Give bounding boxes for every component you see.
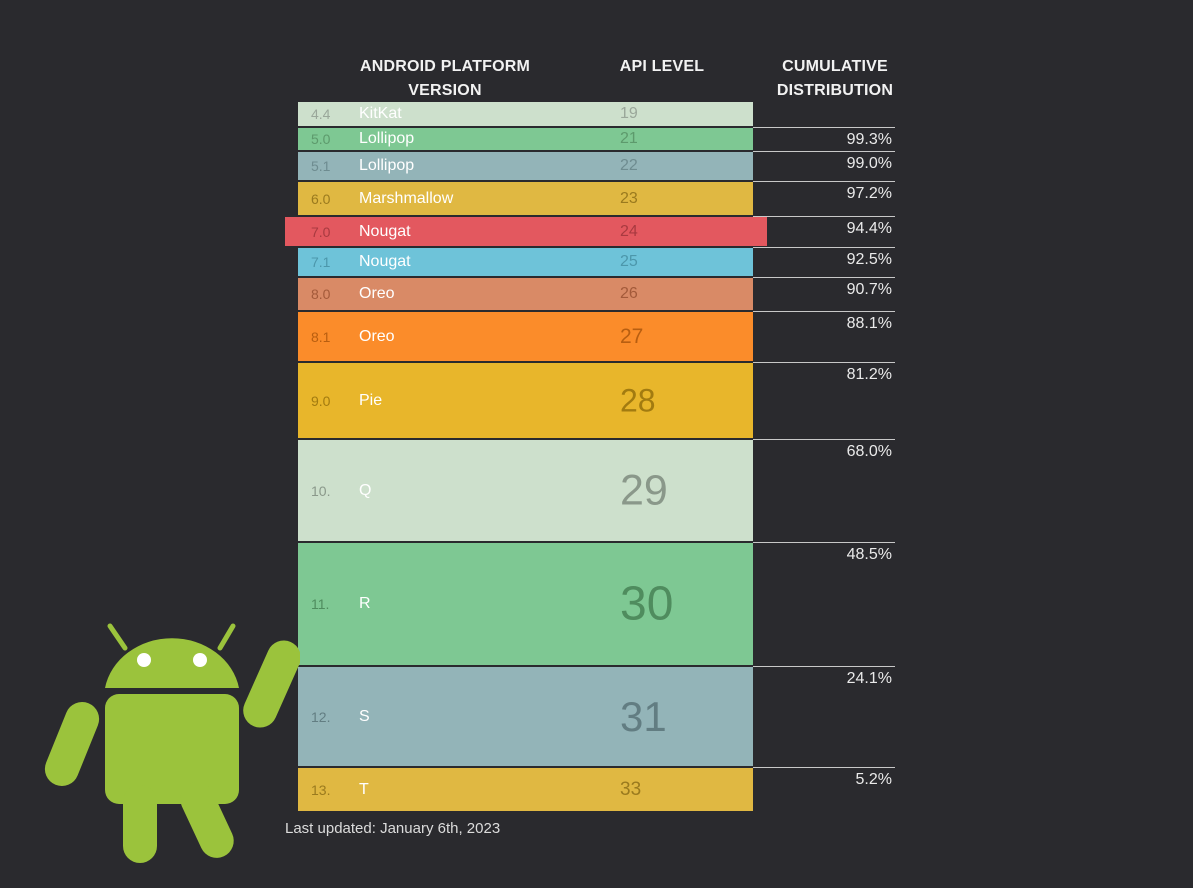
android-right-eye [193,653,207,667]
version-name: Nougat [359,222,411,240]
cumulative-value: 97.2% [846,185,892,202]
cumulative-value: 99.3% [846,131,892,148]
version-band-8-0: 8.0 Oreo 26 [298,278,753,310]
api-level-value: 19 [620,105,638,122]
android-robot-icon [44,623,300,863]
cumulative-divider [753,127,895,128]
version-number: 5.1 [311,158,331,174]
platform-version-header: ANDROID PLATFORM VERSION [340,55,550,103]
cumulative-value: 48.5% [846,546,892,563]
platform-header-line1: ANDROID PLATFORM [360,58,530,75]
version-name: KitKat [359,105,402,122]
api-level-header: API LEVEL [619,58,705,75]
api-level-value: 25 [620,253,638,270]
version-band-5-0: 5.0 Lollipop 21 [298,128,753,150]
api-level-value: 28 [620,382,656,418]
version-name: T [359,780,369,798]
cumulative-divider [753,181,895,182]
api-level-value: 24 [620,222,638,240]
version-band-8-1: 8.1 Oreo 27 [298,312,753,361]
cumulative-divider [753,439,895,440]
api-level-value: 26 [620,285,638,302]
cumulative-divider [753,151,895,152]
version-band-6-0: 6.0 Marshmallow 23 [298,182,753,215]
api-level-value: 29 [620,466,668,514]
version-number: 13. [311,781,331,798]
cumulative-value: 99.0% [846,155,892,172]
platform-header-line2: VERSION [408,82,482,99]
version-number: 10. [311,482,331,499]
version-number: 7.1 [311,254,331,270]
cumulative-value: 94.4% [846,220,892,237]
version-name: Pie [359,391,383,409]
android-robot-body [44,623,300,863]
cumulative-value: 92.5% [846,251,892,268]
version-band-4-4: 4.4 KitKat 19 [298,102,753,126]
version-band-11: 11. R 30 [298,543,753,665]
version-name: Lollipop [359,130,415,147]
cumulative-divider [753,362,895,363]
version-band-7-1: 7.1 Nougat 25 [298,248,753,276]
api-level-value: 22 [620,157,638,174]
version-number: 8.1 [311,328,331,345]
version-band-5-1: 5.1 Lollipop 22 [298,152,753,180]
cumulative-header-line2: DISTRIBUTION [776,82,894,99]
version-name: Q [359,481,372,499]
cumulative-value: 24.1% [846,670,892,687]
cumulative-value: 81.2% [846,366,892,383]
cumulative-distribution-header: CUMULATIVE DISTRIBUTION [765,55,905,103]
cumulative-value: 88.1% [846,315,892,332]
android-left-eye [137,653,151,667]
version-band-9-0: 9.0 Pie 28 [298,363,753,438]
version-number: 12. [311,708,331,725]
version-name: Oreo [359,327,395,345]
cumulative-divider [753,767,895,768]
api-level-value: 33 [620,778,642,800]
version-number: 11. [311,596,330,612]
version-name: Nougat [359,253,411,270]
version-number: 7.0 [311,223,331,240]
cumulative-value: 5.2% [855,771,892,788]
last-updated-note: Last updated: January 6th, 2023 [285,820,501,837]
version-number: 5.0 [311,131,331,147]
cumulative-divider [753,216,895,217]
api-level-value: 21 [620,130,638,147]
api-level-value: 23 [620,189,638,207]
cumulative-divider [753,666,895,667]
cumulative-divider [753,311,895,312]
api-level-value: 30 [620,577,674,631]
version-name: Lollipop [359,157,415,174]
version-band-7-0: 7.0 Nougat 24 [285,217,767,246]
api-level-value: 27 [620,324,644,348]
version-name: Oreo [359,285,395,302]
cumulative-divider [753,542,895,543]
version-number: 8.0 [311,286,331,302]
cumulative-value: 90.7% [846,281,892,298]
version-name: R [359,595,371,612]
version-band-13: 13. T 33 [298,768,753,811]
api-level-value: 31 [620,692,667,740]
version-number: 9.0 [311,392,331,409]
version-name: S [359,707,370,725]
version-band-12: 12. S 31 [298,667,753,766]
cumulative-divider [753,277,895,278]
cumulative-divider [753,247,895,248]
cumulative-header-line1: CUMULATIVE [782,58,888,75]
version-number: 6.0 [311,190,331,207]
version-number: 4.4 [311,106,331,122]
cumulative-value: 68.0% [846,443,892,460]
version-band-10: 10. Q 29 [298,440,753,541]
version-name: Marshmallow [359,189,454,207]
